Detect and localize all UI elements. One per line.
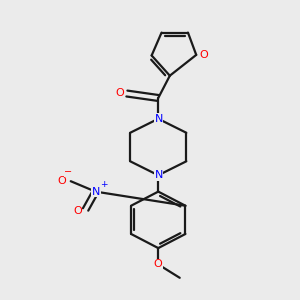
Text: O: O [154, 260, 162, 269]
Text: N: N [154, 170, 163, 180]
Text: O: O [115, 88, 124, 98]
Text: −: − [64, 167, 73, 177]
Text: O: O [199, 50, 208, 61]
Text: O: O [73, 206, 82, 216]
Text: +: + [100, 180, 107, 189]
Text: N: N [92, 187, 100, 196]
Text: O: O [57, 176, 66, 186]
Text: N: N [154, 114, 163, 124]
